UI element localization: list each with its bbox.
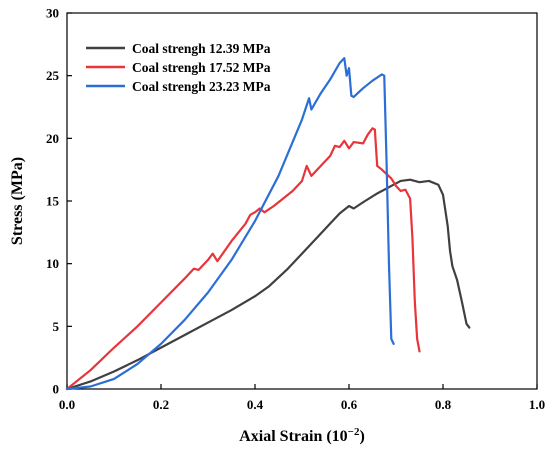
legend-label-3: Coal strengh 23.23 MPa (132, 79, 271, 94)
x-tick-label: 0.6 (341, 397, 358, 412)
x-axis-label: Axial Strain (10−2) (239, 426, 365, 445)
series-layer (65, 57, 471, 391)
y-tick-label: 0 (53, 382, 60, 397)
x-tick-label: 0.8 (435, 397, 452, 412)
y-tick-label: 25 (46, 68, 60, 83)
legend-label-2: Coal strengh 17.52 MPa (132, 60, 271, 75)
y-tick-label: 30 (46, 6, 59, 21)
x-tick-label: 0.2 (153, 397, 169, 412)
series-line-1 (65, 178, 471, 391)
series-line-2 (65, 127, 421, 391)
y-tick-label: 5 (53, 319, 60, 334)
y-axis-label: Stress (MPa) (9, 157, 26, 245)
x-axis-label-superscript: −2 (348, 426, 360, 438)
y-tick-label: 20 (46, 131, 59, 146)
x-axis: 0.0 0.2 0.4 0.6 0.8 1.0 (59, 384, 545, 412)
y-axis: 0 5 10 15 20 25 30 (46, 6, 72, 397)
x-tick-label: 1.0 (529, 397, 545, 412)
x-tick-label: 0.4 (247, 397, 264, 412)
legend: Coal strengh 12.39 MPa Coal strengh 17.52… (86, 41, 271, 94)
y-tick-label: 10 (46, 256, 59, 271)
series-line-3 (65, 57, 395, 391)
y-tick-label: 15 (46, 194, 60, 209)
x-tick-label: 0.0 (59, 397, 75, 412)
legend-label-1: Coal strengh 12.39 MPa (132, 41, 271, 56)
